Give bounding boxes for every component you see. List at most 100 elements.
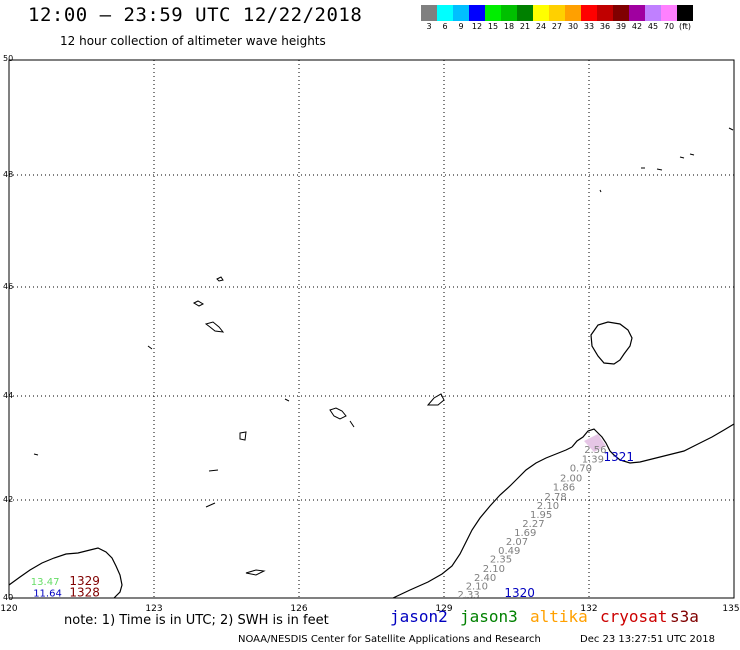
color-swatch <box>469 5 485 21</box>
color-scale-label: 6 <box>442 22 448 31</box>
island-7 <box>349 420 355 428</box>
longitude-labels: 120 123 126 129 132 135 <box>0 604 739 614</box>
coast-hokkaido <box>571 423 735 464</box>
observation-label: 2.27 <box>522 519 544 530</box>
island-14 <box>599 189 602 193</box>
lon-label: 129 <box>435 604 452 614</box>
color-scale-label: (ft) <box>678 22 692 31</box>
color-scale-labels: 3 6 9 12 15 18 21 24 27 30 33 36 39 42 45 70 (ft) <box>421 22 740 34</box>
observation-label: 2.78 <box>545 492 567 503</box>
observation-label: 2.10 <box>483 564 505 575</box>
island-8 <box>426 393 445 406</box>
color-swatch <box>645 5 661 21</box>
color-swatch <box>549 5 565 21</box>
observation-label: 1329 <box>69 574 100 588</box>
color-scale-label: 24 <box>535 22 547 31</box>
observation-label: 2.10 <box>537 501 559 512</box>
satellite-legend-jason2: jason2 <box>390 607 448 626</box>
observation-label: 2.07 <box>506 537 528 548</box>
credit-text: NOAA/NESDIS Center for Satellite Applica… <box>238 634 541 645</box>
color-swatch <box>661 5 677 21</box>
latitude-labels: 50 48 46 44 42 40 <box>3 54 13 602</box>
small-islands <box>33 127 734 576</box>
observation-label: 2.33 <box>458 590 480 601</box>
island-4 <box>147 345 153 350</box>
color-swatch <box>533 5 549 21</box>
island-1 <box>216 276 224 282</box>
island-13 <box>245 569 266 576</box>
color-swatch <box>581 5 597 21</box>
graticule <box>9 60 734 598</box>
observation-label: 2.10 <box>466 582 488 593</box>
island-5 <box>284 398 290 402</box>
track-highlight <box>584 434 606 452</box>
observation-label: 2.00 <box>560 473 582 484</box>
map-title: 12:00 – 23:59 UTC 12/22/2018 <box>28 4 363 26</box>
satellite-legend-s3a: s3a <box>670 607 699 626</box>
observation-label: 0.49 <box>498 546 520 557</box>
coastlines <box>8 321 735 599</box>
island-17 <box>679 156 685 159</box>
observation-label: 1321 <box>604 450 635 464</box>
lat-label: 42 <box>3 495 13 504</box>
color-swatch <box>437 5 453 21</box>
satellite-legend-altika: altika <box>530 607 588 626</box>
color-scale-label: 27 <box>551 22 563 31</box>
color-swatch <box>629 5 645 21</box>
color-swatch <box>565 5 581 21</box>
color-swatch <box>613 5 629 21</box>
observation-label: 0.70 <box>570 463 592 474</box>
generated-timestamp: Dec 23 13:27:51 UTC 2018 <box>580 634 715 645</box>
island-6 <box>329 407 347 420</box>
island-11 <box>208 469 219 472</box>
lat-label: 46 <box>3 282 13 291</box>
color-swatch <box>453 5 469 21</box>
color-scale-label: 18 <box>503 22 515 31</box>
color-swatch <box>597 5 613 21</box>
color-swatch <box>421 5 437 21</box>
color-scale-label: 45 <box>647 22 659 31</box>
color-scale-label: 3 <box>426 22 432 31</box>
coast-sakhalin-tip <box>590 321 633 365</box>
lat-label: 40 <box>3 593 13 602</box>
footer-note: note: 1) Time is in UTC; 2) SWH is in fe… <box>64 613 329 628</box>
observation-label: 2.56 <box>584 445 606 456</box>
observation-label: 1.95 <box>530 510 552 521</box>
observation-label: 2.35 <box>490 555 512 566</box>
island-12 <box>205 502 216 508</box>
color-swatch <box>677 5 693 21</box>
island-10 <box>33 453 39 456</box>
island-3 <box>204 321 225 333</box>
wave-height-color-scale <box>421 5 693 21</box>
lon-label: 120 <box>0 604 17 614</box>
observation-label: 1328 <box>69 586 100 600</box>
lat-label: 48 <box>3 170 13 179</box>
observation-label: 1.39 <box>582 455 604 466</box>
color-scale-label: 9 <box>458 22 464 31</box>
color-scale-label: 36 <box>599 22 611 31</box>
observation-label: 1320 <box>504 586 535 600</box>
color-scale-label: 30 <box>567 22 579 31</box>
lat-label: 50 <box>3 54 13 63</box>
color-scale-label: 33 <box>583 22 595 31</box>
color-swatch <box>517 5 533 21</box>
coast-lower-left-landmass <box>8 547 123 599</box>
lon-label: 123 <box>145 604 162 614</box>
color-scale-label: 39 <box>615 22 627 31</box>
lon-label: 126 <box>290 604 307 614</box>
island-16 <box>656 168 663 171</box>
observation-label: 13.47 <box>31 577 60 588</box>
color-scale-label: 42 <box>631 22 643 31</box>
color-scale-label: 15 <box>487 22 499 31</box>
island-2 <box>192 300 205 307</box>
observation-label: 1.69 <box>514 528 536 539</box>
satellite-legend-cryosat: cryosat <box>600 607 668 626</box>
map-frame <box>8 59 735 599</box>
color-swatch <box>485 5 501 21</box>
island-19 <box>728 127 734 131</box>
color-scale-label: 70 <box>663 22 675 31</box>
map-subtitle: 12 hour collection of altimeter wave hei… <box>60 34 326 48</box>
observation-label: 1.86 <box>553 483 575 494</box>
color-scale-label: 21 <box>519 22 531 31</box>
